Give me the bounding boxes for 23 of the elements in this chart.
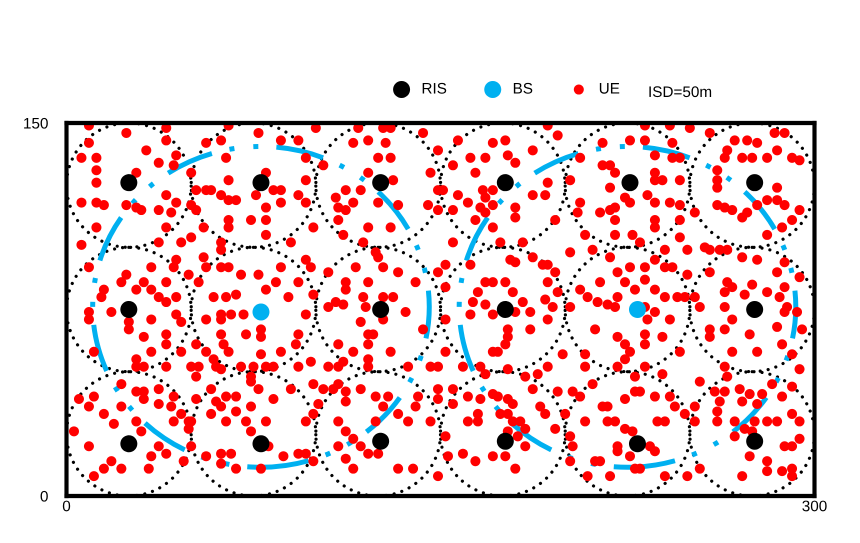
point: [746, 432, 764, 450]
point: [746, 174, 764, 192]
legend-label: RIS: [422, 82, 446, 94]
legend-label: BS: [514, 82, 532, 94]
point: [621, 174, 638, 192]
point: [746, 300, 764, 318]
point: [252, 303, 270, 320]
point: [120, 174, 138, 192]
legend-label: UE: [600, 83, 620, 94]
point: [496, 174, 514, 192]
point: [252, 174, 270, 192]
x-tick-label: 300: [802, 500, 827, 512]
point: [496, 432, 514, 450]
text: ISD=50m: [649, 86, 712, 98]
point: [372, 432, 390, 450]
point: [496, 300, 514, 318]
point: [372, 300, 390, 318]
point: [120, 435, 138, 452]
point: [252, 435, 270, 452]
y-tick-label: 150: [24, 118, 48, 129]
point: [372, 174, 390, 192]
point: [628, 435, 646, 452]
point: [628, 300, 646, 318]
